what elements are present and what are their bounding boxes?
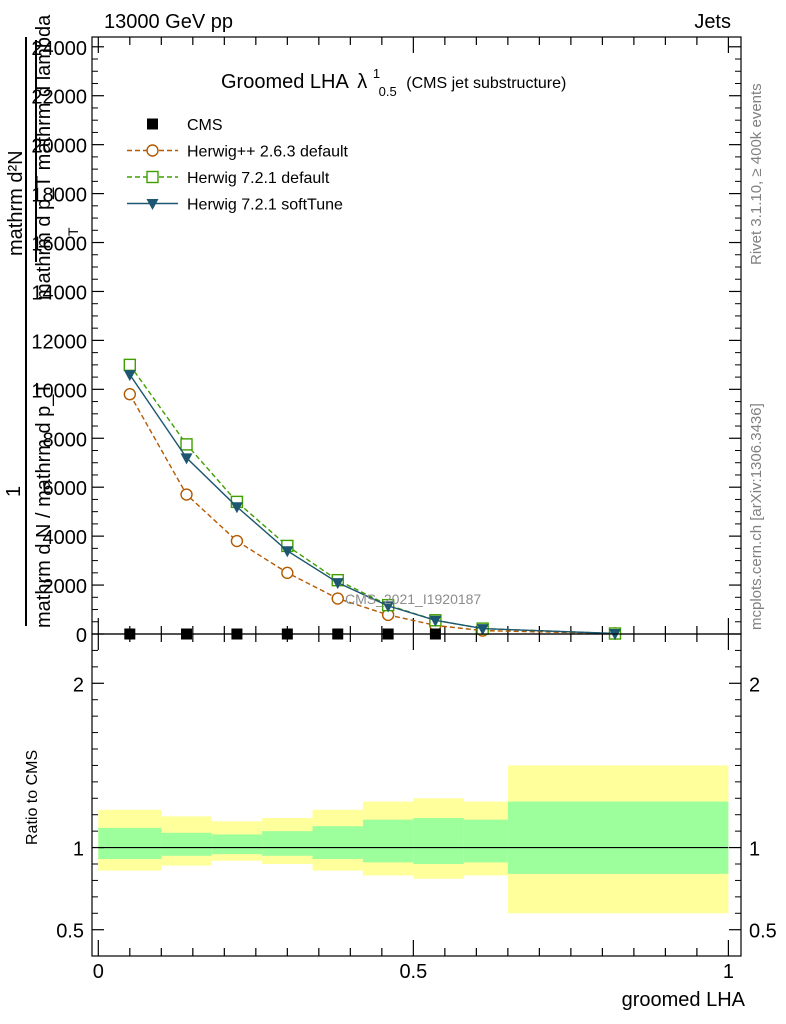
rivet-label: Rivet 3.1.10, ≥ 400k events [748, 83, 765, 265]
y-label-derivative-numerator: mathrm d²N [5, 150, 27, 256]
xtick-label: 0 [93, 961, 104, 983]
x-axis-label: groomed LHA [622, 989, 746, 1011]
legend-label: Herwig++ 2.6.3 default [187, 144, 349, 161]
main-ytick-label: 18000 [31, 185, 87, 207]
ratio-ytick-label: 0.5 [56, 921, 84, 943]
ratio-band-green [262, 831, 313, 856]
y-label-norm-denominator: mathrm d N / mathrm d p_T [33, 382, 55, 628]
main-ytick-label: 16000 [31, 234, 87, 256]
analysis-watermark: CMS_2021_I1920187 [345, 591, 481, 607]
main-y-axis-label: mathrm d²N mathrm d p_T mathrm d lambda … [3, 14, 81, 628]
data-point-square-open [123, 358, 137, 372]
main-ytick-label: 4000 [43, 527, 88, 549]
main-ytick-label: 24000 [31, 38, 87, 60]
ratio-ytick-label-right: 0.5 [749, 921, 777, 943]
main-ytick-label: 10000 [31, 380, 87, 402]
legend-label: Herwig 7.2.1 softTune [187, 197, 343, 214]
energy-label: 13000 GeV pp [104, 11, 233, 33]
data-point-circle [180, 488, 193, 501]
main-ytick-label: 14000 [31, 282, 87, 304]
ratio-band-green [507, 801, 729, 874]
y-label-pt-subscript: T [65, 227, 81, 236]
mcplots-label: mcplots.cern.ch [arXiv:1306.3436] [748, 403, 765, 630]
ratio-ytick-label-right: 1 [749, 839, 760, 861]
data-point-circle [146, 144, 159, 157]
ratio-plot-area: 0.5 0.5 1 1 2 2 0 0.5 1 [56, 633, 777, 983]
data-point-triangle [146, 199, 159, 210]
chart-title-symbol: λ [357, 71, 367, 93]
main-ytick-label: 22000 [31, 87, 87, 109]
main-ytick-label: 6000 [43, 478, 88, 500]
y-label-norm-numerator: 1 [3, 486, 25, 497]
legend-item: Herwig 7.2.1 softTune [127, 197, 343, 214]
data-point-triangle [281, 546, 294, 558]
data-point-cms [147, 118, 158, 130]
legend-label: CMS [187, 117, 223, 134]
data-point-circle [230, 534, 244, 548]
data-point-square-open [146, 170, 159, 184]
y-label-derivative-denominator: mathrm d p_T mathrm d lambda [33, 14, 55, 300]
ratio-y-label: Ratio to CMS [24, 750, 41, 845]
ratio-bands-layer [98, 765, 729, 914]
data-point-triangle [180, 453, 193, 465]
main-ytick-label: 2000 [43, 576, 88, 598]
data-point-circle [331, 592, 344, 605]
ratio-band-green [312, 826, 363, 860]
chart-title-sup: 1 [373, 66, 380, 81]
data-point-triangle [123, 370, 136, 382]
ratio-ytick-label: 2 [73, 674, 84, 696]
chart-title-sub: 0.5 [379, 84, 397, 99]
chart-title-text: Groomed LHA [221, 71, 349, 93]
ratio-ytick-label: 1 [73, 839, 84, 861]
xtick-label: 0.5 [399, 961, 427, 983]
data-point-square-open [180, 438, 193, 451]
data-point-triangle [382, 601, 395, 613]
data-point-circle [123, 388, 137, 401]
main-plot-area: 0 2000 4000 6000 8000 10000 12000 14000 16000 180… [31, 36, 742, 647]
category-label: Jets [694, 11, 731, 33]
legend-item: Herwig 7.2.1 default [127, 170, 330, 187]
main-ytick-label: 0 [76, 625, 87, 647]
legend: CMS Herwig++ 2.6.3 default Herwig 7.2.1 de… [127, 117, 349, 214]
ratio-band-green [211, 834, 263, 855]
main-ytick-label: 12000 [31, 331, 87, 353]
data-point-circle [281, 566, 294, 580]
series-line [129, 364, 616, 635]
data-point-triangle [331, 578, 344, 590]
xtick-label: 1 [723, 961, 734, 983]
ratio-band-green [463, 819, 508, 863]
legend-item: CMS [147, 117, 223, 134]
ratio-ytick-label-right: 2 [749, 674, 760, 696]
chart-title: Groomed LHA λ 1 0.5 (CMS jet substructur… [221, 61, 566, 101]
ratio-band-green [161, 832, 212, 856]
legend-label: Herwig 7.2.1 default [187, 170, 330, 187]
main-ytick-label: 20000 [31, 136, 87, 158]
series-herwig-7-2-1-softtune [123, 370, 621, 641]
main-ytick-label: 8000 [43, 429, 88, 451]
ratio-band-green [413, 818, 464, 864]
data-point-triangle [429, 615, 442, 627]
data-point-triangle [476, 624, 489, 636]
ratio-band-green [98, 827, 162, 860]
ratio-band-green [362, 819, 414, 863]
ratio-frame [91, 633, 742, 957]
legend-item: Herwig++ 2.6.3 default [127, 144, 349, 161]
chart-subtitle: (CMS jet substructure) [406, 75, 566, 92]
data-point-triangle [230, 502, 243, 514]
